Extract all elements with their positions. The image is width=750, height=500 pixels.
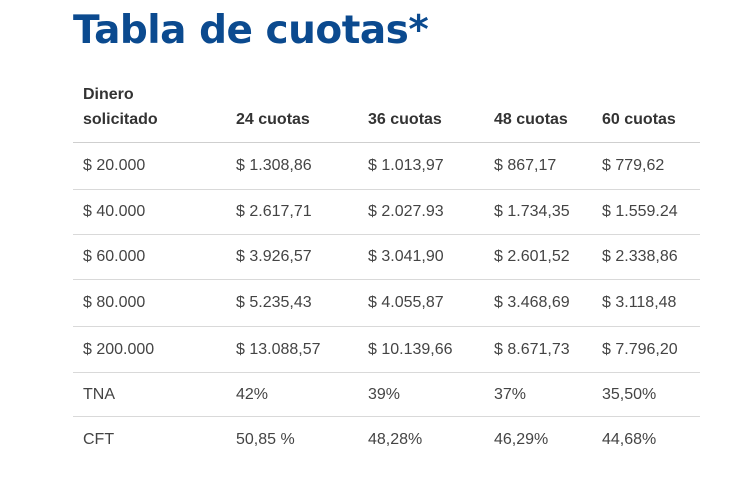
table-cell: $ 3.118,48 bbox=[592, 279, 700, 327]
table-cell: 46,29% bbox=[494, 430, 549, 448]
table-cell: 39% bbox=[358, 372, 484, 417]
table-cell: $ 8.671,73 bbox=[484, 326, 592, 373]
table-cell: CFT bbox=[83, 430, 115, 448]
table-cell: $ 2.027.93 bbox=[358, 189, 484, 235]
table-header-row: Dinero solicitado 24 cuotas 36 cuotas 48 … bbox=[73, 78, 700, 143]
table-cell: $ 4.055,87 bbox=[358, 279, 484, 327]
column-header-48: 48 cuotas bbox=[484, 78, 592, 143]
table-cell: $ 3.041,90 bbox=[358, 234, 484, 280]
column-header-amount-line-2: solicitado bbox=[83, 111, 158, 128]
table-row-tna: TNA 42% 39% 37% 35,50% bbox=[73, 372, 700, 417]
table-cell: $ 1.013,97 bbox=[358, 142, 484, 190]
page-title: Tabla de cuotas* bbox=[73, 8, 429, 53]
table-cell: 35,50% bbox=[592, 372, 700, 417]
table-cell: $ 3.468,69 bbox=[484, 279, 592, 327]
table-cell: $ 1.308,86 bbox=[226, 142, 358, 190]
table-row: $ 40.000 $ 2.617,71 $ 2.027.93 $ 1.734,3… bbox=[73, 189, 700, 235]
table-cell: $ 3.926,57 bbox=[226, 234, 358, 280]
table-cell: $ 2.601,52 bbox=[484, 234, 592, 280]
table-cell: $ 5.235,43 bbox=[226, 279, 358, 327]
table-row-cft: CFT 50,85 % 48,28% 46,29% 44,68% bbox=[73, 417, 700, 463]
table-cell: $ 7.796,20 bbox=[592, 326, 700, 373]
table-row: $ 60.000 $ 3.926,57 $ 3.041,90 $ 2.601,5… bbox=[73, 234, 700, 280]
table-cell: $ 779,62 bbox=[592, 142, 700, 190]
table-row: $ 200.000 $ 13.088,57 $ 10.139,66 $ 8.67… bbox=[73, 326, 700, 373]
table-cell: 42% bbox=[226, 372, 358, 417]
column-header-amount-line-1: Dinero bbox=[83, 86, 134, 103]
table-cell: $ 20.000 bbox=[73, 142, 226, 190]
table-cell: $ 40.000 bbox=[73, 189, 226, 235]
table-cell: $ 60.000 bbox=[73, 234, 226, 280]
table-cell: TNA bbox=[73, 372, 226, 417]
table-cell: 50,85 % bbox=[236, 430, 295, 448]
table-cell: $ 10.139,66 bbox=[358, 326, 484, 373]
table-cell: $ 13.088,57 bbox=[226, 326, 358, 373]
table-cell: $ 80.000 bbox=[73, 279, 226, 327]
table-cell: 48,28% bbox=[368, 430, 423, 448]
table-cell: 37% bbox=[484, 372, 592, 417]
table-cell: $ 200.000 bbox=[73, 326, 226, 373]
table-row: $ 80.000 $ 5.235,43 $ 4.055,87 $ 3.468,6… bbox=[73, 279, 700, 327]
installments-table: Dinero solicitado 24 cuotas 36 cuotas 48 … bbox=[73, 78, 700, 463]
table-row: $ 20.000 $ 1.308,86 $ 1.013,97 $ 867,17 … bbox=[73, 142, 700, 190]
column-header-60: 60 cuotas bbox=[592, 78, 700, 143]
column-header-36: 36 cuotas bbox=[358, 78, 484, 143]
table-cell: $ 867,17 bbox=[484, 142, 592, 190]
column-header-24: 24 cuotas bbox=[226, 78, 358, 143]
table-cell: 44,68% bbox=[602, 430, 657, 448]
column-header-amount: Dinero solicitado bbox=[73, 78, 226, 143]
table-cell: $ 2.338,86 bbox=[592, 234, 700, 280]
table-cell: $ 1.734,35 bbox=[484, 189, 592, 235]
table-cell: $ 1.559.24 bbox=[592, 189, 700, 235]
table-cell: $ 2.617,71 bbox=[226, 189, 358, 235]
